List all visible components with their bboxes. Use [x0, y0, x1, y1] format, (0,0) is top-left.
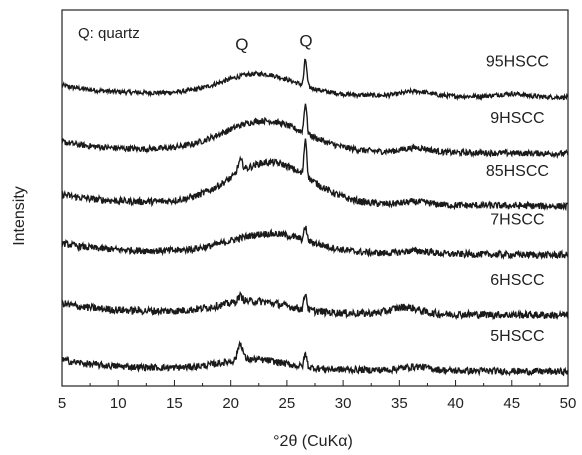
x-tick-label-5: 5 — [58, 395, 66, 412]
x-tick-label-40: 40 — [447, 395, 464, 412]
series-group — [61, 58, 569, 377]
x-tick-label-25: 25 — [279, 395, 296, 412]
series-line-95HSCC — [61, 58, 569, 102]
series-line-85HSCC — [61, 138, 569, 212]
x-tick-label-45: 45 — [503, 395, 520, 412]
x-tick-label-50: 50 — [560, 395, 577, 412]
x-tick-label-15: 15 — [166, 395, 183, 412]
series-line-5HSCC — [61, 340, 569, 377]
series-label-95HSCC: 95HSCC — [486, 54, 549, 71]
series-label-5HSCC: 5HSCC — [490, 328, 544, 345]
series-label-7HSCC: 7HSCC — [490, 212, 544, 229]
labels-group: 95HSCC 9HSCC 85HSCC 7HSCC 6HSCC 5HSCC Q Q — [235, 31, 549, 345]
x-tick-label-35: 35 — [391, 395, 408, 412]
series-line-6HSCC — [61, 290, 569, 321]
series-line-7HSCC — [61, 225, 569, 261]
peak-label-q-1: Q — [235, 35, 248, 54]
x-tick-label-30: 30 — [335, 395, 352, 412]
ticks-group: 5 10 15 20 25 30 35 40 45 50 — [58, 380, 577, 412]
series-label-9HSCC: 9HSCC — [490, 110, 544, 127]
peak-label-q-2: Q — [299, 31, 312, 50]
series-line-9HSCC — [61, 103, 569, 159]
series-label-85HSCC: 85HSCC — [486, 163, 549, 180]
x-axis-label: °2θ (CuKα) — [273, 433, 353, 450]
legend-note: Q: quartz — [78, 25, 140, 42]
x-tick-label-20: 20 — [222, 395, 239, 412]
series-label-6HSCC: 6HSCC — [490, 272, 544, 289]
y-axis-label: Intensity — [11, 186, 28, 246]
x-tick-label-10: 10 — [110, 395, 127, 412]
